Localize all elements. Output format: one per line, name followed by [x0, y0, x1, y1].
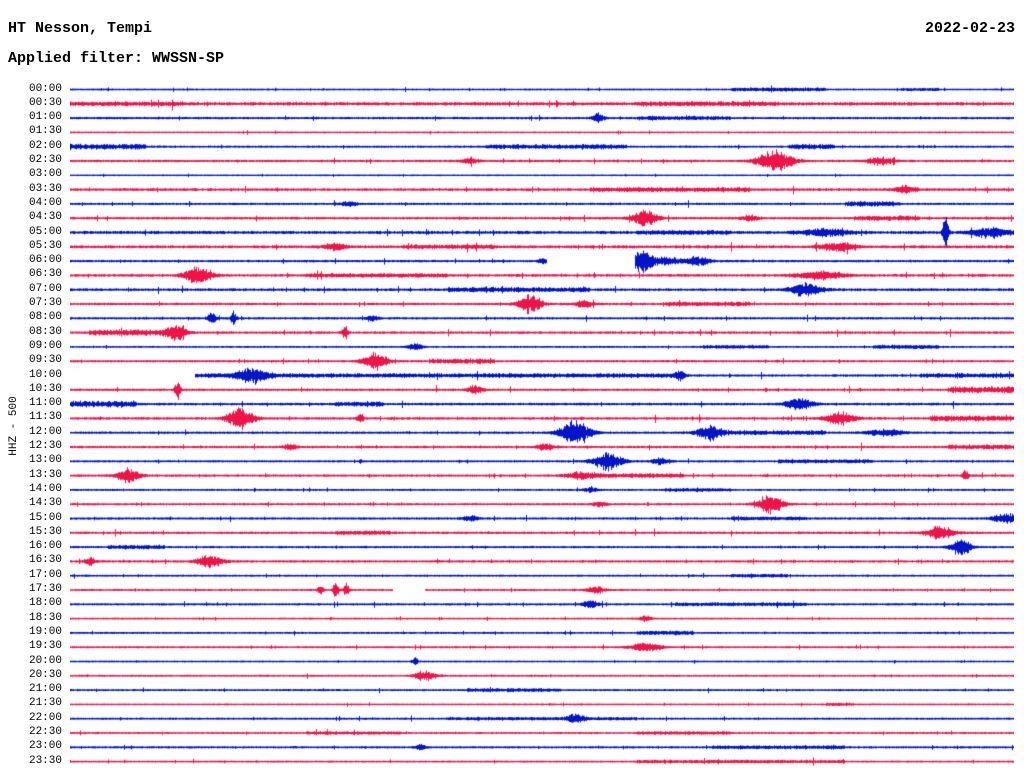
time-label-01:30: 01:30	[28, 125, 62, 138]
time-label-22:00: 22:00	[28, 711, 62, 724]
time-label-05:00: 05:00	[28, 225, 62, 238]
time-label-13:00: 13:00	[28, 454, 62, 467]
time-label-07:30: 07:30	[28, 297, 62, 309]
time-label-00:00: 00:00	[28, 82, 62, 95]
time-label-18:30: 18:30	[28, 611, 62, 624]
time-label-20:30: 20:30	[28, 668, 62, 681]
time-label-16:00: 16:00	[28, 540, 62, 553]
time-label-13:30: 13:30	[28, 468, 62, 481]
time-label-11:30: 11:30	[28, 411, 62, 424]
filter-label: Applied filter: WWSSN-SP	[8, 50, 225, 67]
time-label-06:00: 06:00	[28, 254, 62, 267]
time-label-08:00: 08:00	[28, 311, 62, 324]
time-label-23:30: 23:30	[28, 754, 62, 767]
time-label-06:30: 06:30	[28, 268, 62, 281]
time-label-09:30: 09:30	[28, 354, 62, 367]
time-label-14:00: 14:00	[28, 482, 62, 495]
time-label-15:00: 15:00	[28, 511, 62, 524]
time-label-10:30: 10:30	[28, 382, 62, 395]
time-label-07:00: 07:00	[28, 282, 62, 295]
time-label-14:30: 14:30	[28, 497, 62, 510]
time-label-12:00: 12:00	[28, 425, 62, 438]
time-label-18:00: 18:00	[28, 597, 62, 610]
time-label-12:30: 12:30	[28, 440, 62, 452]
time-label-17:00: 17:00	[28, 568, 62, 581]
time-label-04:00: 04:00	[28, 196, 62, 209]
time-label-17:30: 17:30	[28, 583, 62, 595]
time-label-19:30: 19:30	[28, 640, 62, 653]
time-label-09:00: 09:00	[28, 339, 62, 352]
time-label-19:00: 19:00	[28, 625, 62, 638]
time-label-22:30: 22:30	[28, 726, 62, 738]
time-label-03:00: 03:00	[28, 168, 62, 181]
time-label-01:00: 01:00	[28, 111, 62, 124]
time-label-23:00: 23:00	[28, 740, 62, 753]
time-label-05:30: 05:30	[28, 239, 62, 252]
time-label-02:00: 02:00	[28, 139, 62, 152]
time-label-02:30: 02:30	[28, 154, 62, 166]
station-title: HT Nesson, Tempi	[8, 20, 153, 37]
time-label-16:30: 16:30	[28, 554, 62, 567]
time-label-20:00: 20:00	[28, 654, 62, 667]
time-label-03:30: 03:30	[28, 182, 62, 195]
time-label-04:30: 04:30	[28, 211, 62, 224]
time-label-15:30: 15:30	[28, 525, 62, 538]
time-label-00:30: 00:30	[28, 96, 62, 109]
time-label-10:00: 10:00	[28, 368, 62, 381]
seismogram-traces	[70, 82, 1014, 772]
date-label: 2022-02-23	[924, 20, 1015, 37]
time-label-08:30: 08:30	[28, 325, 62, 338]
time-label-11:00: 11:00	[28, 397, 62, 410]
time-label-21:00: 21:00	[28, 683, 62, 696]
time-label-21:30: 21:30	[28, 697, 62, 710]
